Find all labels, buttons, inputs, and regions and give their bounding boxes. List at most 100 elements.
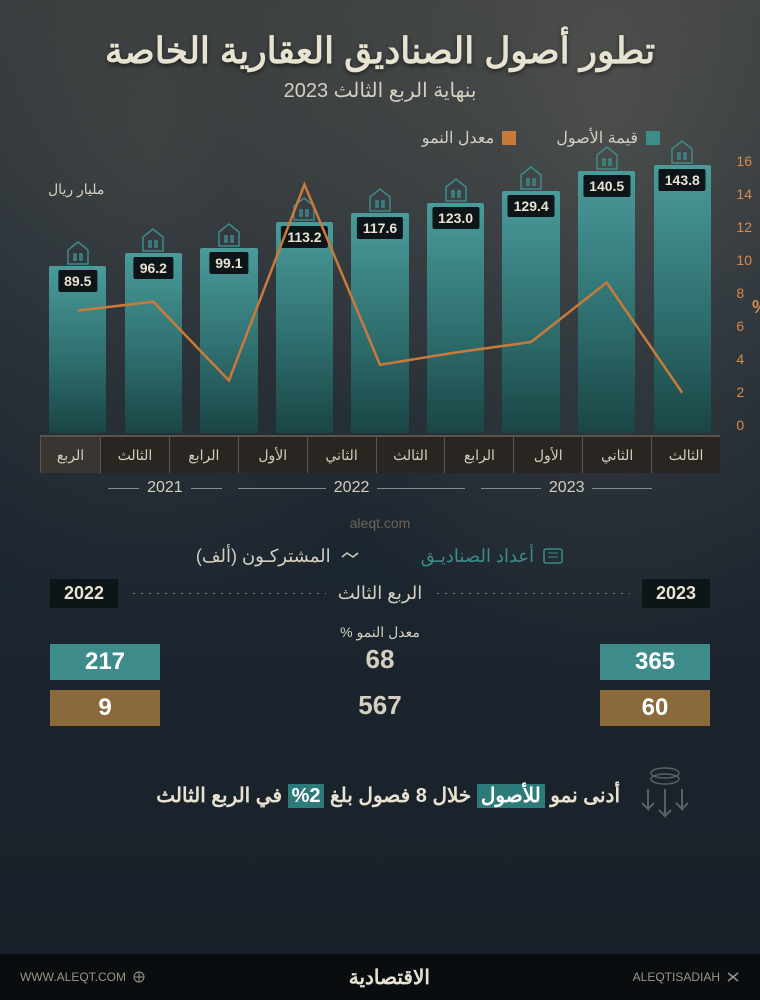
bar-value-label: 99.1 [209,252,248,274]
year-right-tag: 2023 [642,579,710,608]
year-groups: 2021 2022 2023 [40,473,720,497]
bar: 96.2 [125,253,182,433]
metric-row: 365 68 217 [50,644,710,680]
year-label: 2022 [334,479,370,497]
bar-slot: 129.4 [497,153,565,433]
metrics-table: معدل النمو % 36568217605679 [50,624,710,726]
bar: 140.5 [578,171,635,433]
xaxis-cell: الرابع [444,437,513,473]
ytick: 14 [736,186,752,202]
xaxis-cell: الرابع [169,437,238,473]
metric-funds-label: أعداد الصناديـق [421,546,535,567]
legend-growth: معدل النمو [422,128,516,148]
page-subtitle: بنهاية الربع الثالث 2023 [40,78,720,103]
year-group: 2023 [473,473,660,497]
xaxis-cell: الثاني [582,437,651,473]
xaxis-cell: الثالث [651,437,720,473]
metric-mid: 567 [170,690,590,726]
year-group: 2021 [100,473,230,497]
bar: 143.8 [654,165,711,433]
bar-cap-icon [288,196,320,222]
metric-funds-header: أعداد الصناديـق [421,545,565,567]
bar-cap-icon [137,227,169,253]
ytick: 12 [736,219,752,235]
ytick: 16 [736,153,752,169]
xaxis-head: الربع [40,437,100,473]
metric-row: 605679 [50,690,710,726]
y-axis-right: 1614121086420 [736,153,752,433]
bar: 99.1 [200,248,257,433]
year-left-tag: 2022 [50,579,118,608]
twitter-icon [726,970,740,984]
ytick: 8 [736,285,752,301]
bar-slot: 123.0 [422,153,490,433]
ytick: 4 [736,351,752,367]
legend-growth-swatch [502,131,516,145]
xaxis-cell: الأول [238,437,307,473]
page-title: تطور أصول الصناديق العقارية الخاصة [40,30,720,72]
bar-value-label: 129.4 [508,195,555,217]
bar-slot: 140.5 [573,153,641,433]
callout-hl2: 2% [288,784,325,808]
bar: 123.0 [427,203,484,433]
callout-text: أدنى نمو للأصول خلال 8 فصول بلغ 2% في ال… [156,782,620,810]
bar-slot: 96.2 [120,153,188,433]
bar-slot: 117.6 [346,153,414,433]
bar-value-label: 123.0 [432,207,479,229]
bar-cap-icon [591,145,623,171]
bar-slot: 89.5 [44,153,112,433]
bar-value-label: 96.2 [134,257,173,279]
metric-left: 9 [50,690,160,726]
bar-cap-icon [213,222,245,248]
callout-section: أدنى نمو للأصول خلال 8 فصول بلغ 2% في ال… [60,761,700,831]
bar: 117.6 [351,213,408,433]
callout-hl1: للأصول [477,784,545,808]
bars-container: 89.5 96.2 99.1 113.2 117.6 123.0 129.4 140.5 143… [40,153,720,433]
bar-slot: 99.1 [195,153,263,433]
legend-assets-swatch [646,131,660,145]
watermark: aleqt.com [40,515,720,531]
ytick: 10 [736,252,752,268]
callout-pre: أدنى نمو [550,785,620,807]
compare-row: 2023 الربع الثالث 2022 [50,579,710,608]
xaxis-cell: الأول [513,437,582,473]
growth-rate-label: معدل النمو % [340,624,420,640]
metric-right: 365 [600,644,710,680]
x-axis: الربع الثالثالرابعالأولالثانيالثالثالراب… [40,435,720,473]
bar-cap-icon [62,240,94,266]
metric-left: 217 [50,644,160,680]
callout-post: في الربع الثالث [156,785,287,807]
metrics-headers: أعداد الصناديـق المشتركـون (ألف) [40,545,720,567]
bar: 129.4 [502,191,559,433]
bar-cap-icon [364,187,396,213]
xaxis-cell: الثالث [376,437,445,473]
year-label: 2023 [549,479,585,497]
page-footer: ALEQTISADIAH الاقتصادية WWW.ALEQT.COM [0,954,760,1000]
callout-mid: خلال 8 فصول بلغ [324,785,476,807]
main-chart: مليار ريال % 1614121086420 89.596.299.11… [40,153,720,473]
dot-line-left [130,593,326,594]
xaxis-cell: الثالث [100,437,169,473]
ytick: 2 [736,384,752,400]
bar: 89.5 [49,266,106,433]
footer-handle-text: ALEQTISADIAH [633,970,720,984]
year-group: 2022 [230,473,474,497]
bar-slot: 143.8 [649,153,717,433]
handshake-icon [339,545,361,567]
footer-handle: ALEQTISADIAH [633,970,740,984]
pct-symbol: % [752,297,760,318]
bar-value-label: 117.6 [357,217,403,239]
bar-cap-icon [440,177,472,203]
metric-mid: 68 [170,644,590,680]
metric-subs-label: المشتركـون (ألف) [196,546,331,567]
year-label: 2021 [147,479,183,497]
bar-slot: 113.2 [271,153,339,433]
globe-icon [132,970,146,984]
bar-value-label: 113.2 [281,226,327,248]
footer-site: WWW.ALEQT.COM [20,970,146,984]
footer-brand: الاقتصادية [349,965,430,990]
metric-subs-header: المشتركـون (ألف) [196,545,361,567]
bar-cap-icon [515,165,547,191]
bar-value-label: 89.5 [58,270,97,292]
funds-icon [542,545,564,567]
